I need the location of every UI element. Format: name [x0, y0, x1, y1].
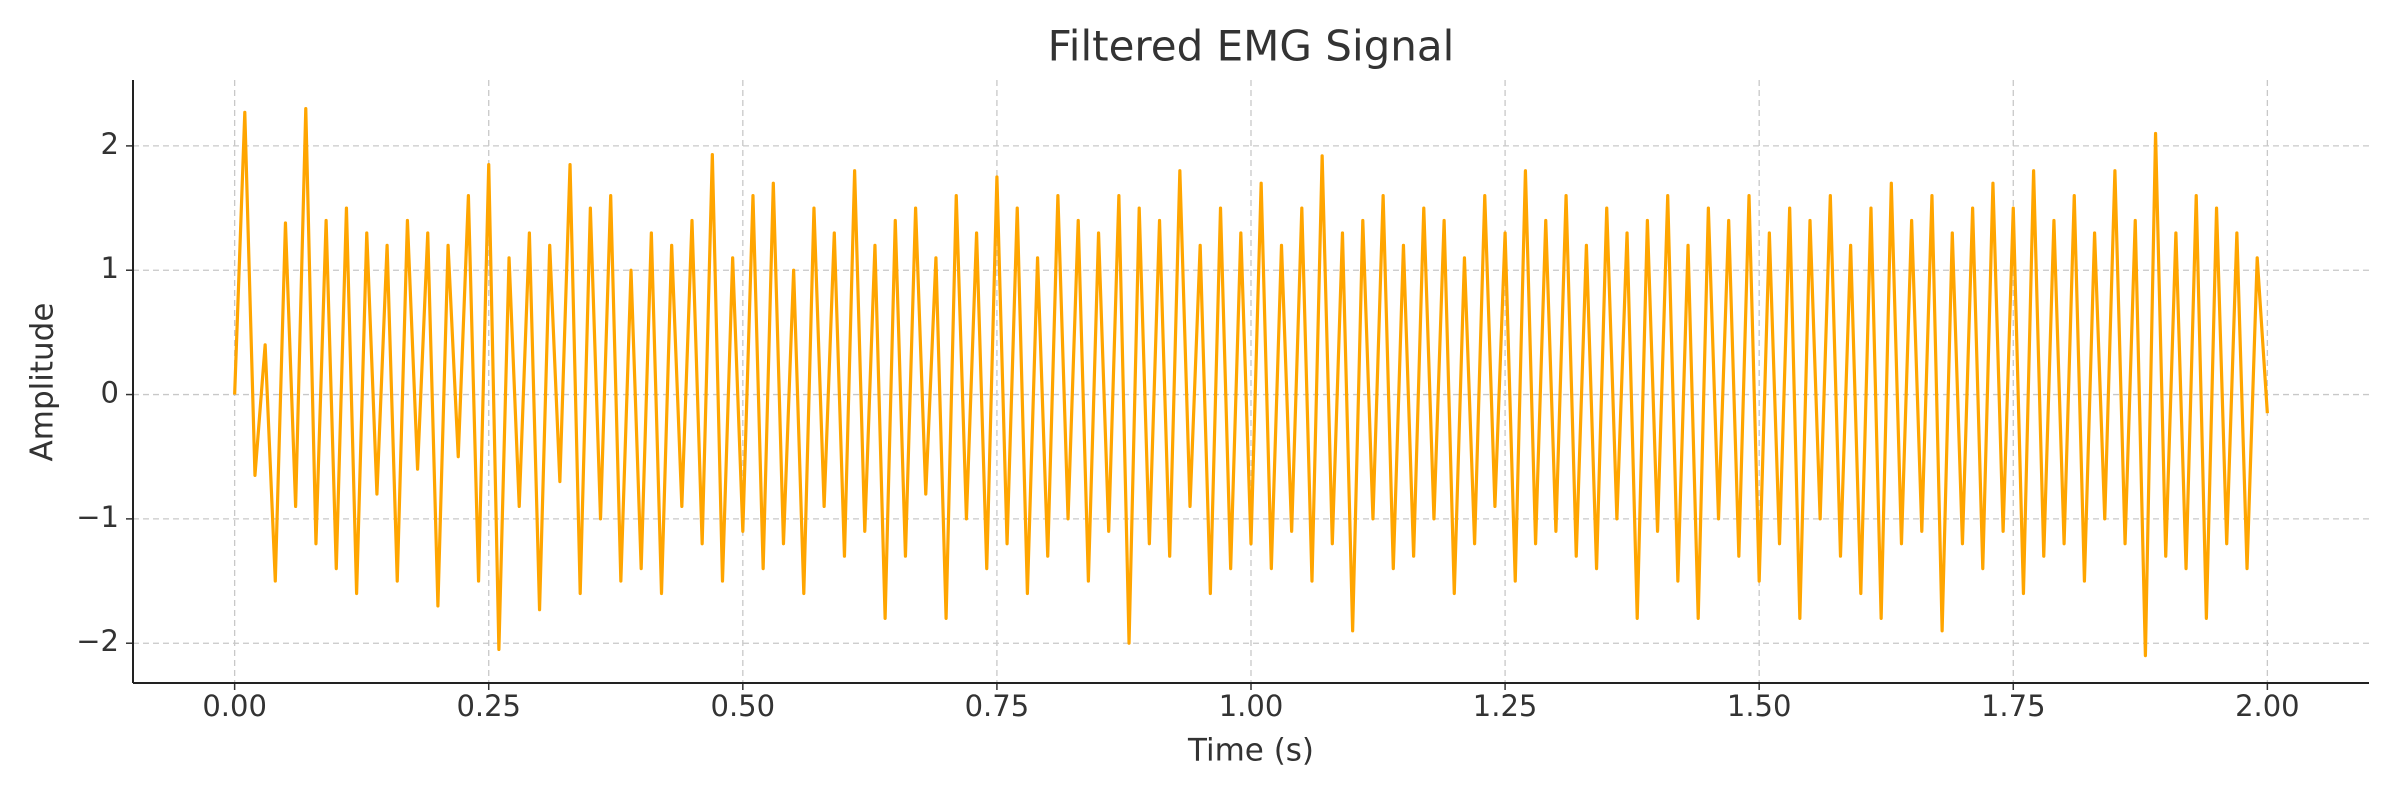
y-tick-label: 2	[101, 127, 119, 161]
x-axis-label: Time (s)	[1187, 733, 1314, 769]
y-tick-label: −2	[76, 624, 119, 658]
x-tick-label: 1.00	[1219, 689, 1284, 723]
x-tick-label: 1.50	[1727, 689, 1792, 723]
x-tick-label: 0.25	[456, 689, 521, 723]
x-tick-label: 2.00	[2235, 689, 2300, 723]
chart-title: Filtered EMG Signal	[1048, 22, 1455, 71]
x-tick-label: 1.25	[1473, 689, 1538, 723]
y-tick-label: −1	[76, 500, 119, 534]
x-tick-label: 0.75	[965, 689, 1030, 723]
x-tick-label: 0.00	[202, 689, 267, 723]
x-tick-label: 0.50	[711, 689, 776, 723]
y-tick-label: 1	[101, 251, 119, 285]
signal-line	[233, 107, 2269, 658]
y-tick-label: 0	[101, 376, 119, 410]
y-axis-label: Amplitude	[25, 303, 61, 462]
x-tick-label: 1.75	[1981, 689, 2046, 723]
